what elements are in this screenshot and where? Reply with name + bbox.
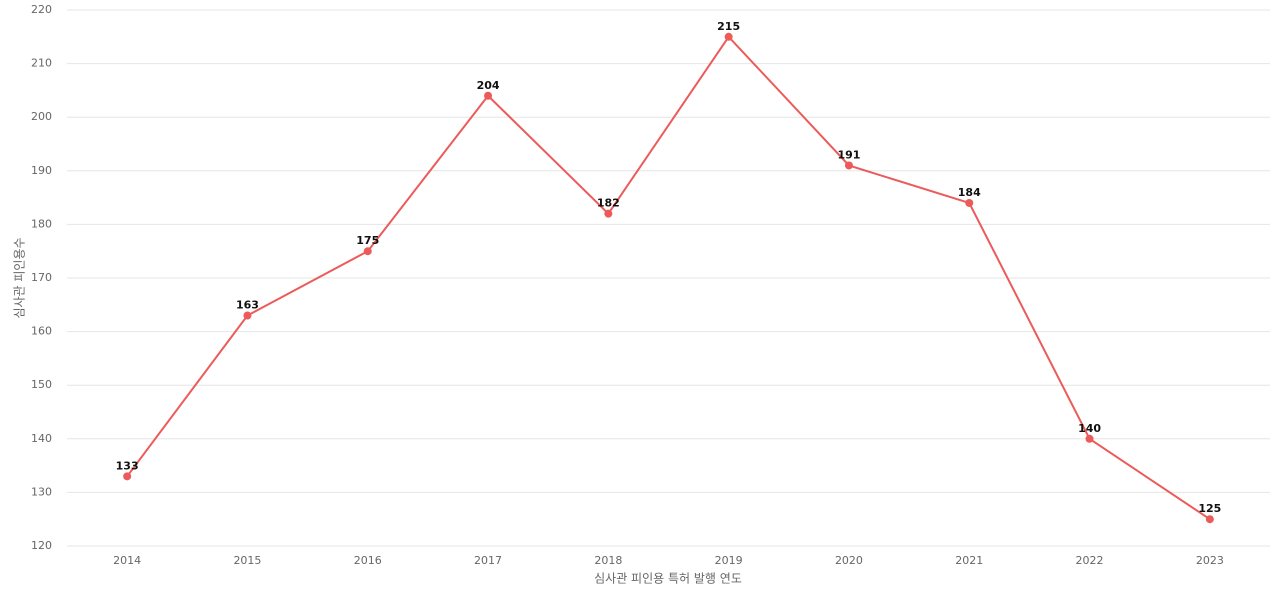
value-label: 175 [356,234,379,247]
y-tick-label: 200 [31,110,52,123]
value-label: 163 [236,299,259,312]
x-tick-label: 2017 [474,554,502,567]
y-tick-label: 150 [31,378,52,391]
x-tick-label: 2014 [113,554,141,567]
point [484,91,493,100]
value-label: 140 [1078,422,1101,435]
x-tick-label: 2018 [594,554,622,567]
y-axis-title: 심사관 피인용수 [13,237,27,318]
y-tick-label: 180 [31,217,52,230]
x-tick-label: 2022 [1076,554,1104,567]
point [243,311,252,320]
x-tick-label: 2023 [1196,554,1224,567]
y-tick-label: 190 [31,164,52,177]
value-label: 182 [597,197,620,210]
x-tick-label: 2019 [715,554,743,567]
point [844,161,853,170]
x-tick-label: 2016 [354,554,382,567]
point [1085,434,1094,443]
point [604,209,613,218]
point [123,472,132,481]
value-label: 184 [958,186,981,199]
y-tick-label: 120 [31,539,52,552]
x-tick-label: 2015 [233,554,261,567]
y-tick-label: 160 [31,325,52,338]
point [965,198,974,207]
y-tick-label: 210 [31,57,52,70]
line [126,35,1211,521]
x-tick-label: 2021 [955,554,983,567]
point [1205,515,1214,524]
value-label: 133 [116,459,139,472]
x-tick-label: 2020 [835,554,863,567]
value-label: 215 [717,20,740,33]
point [724,32,733,41]
value-label: 125 [1198,502,1221,515]
y-tick-label: 130 [31,485,52,498]
value-label: 191 [837,148,860,161]
y-tick-label: 220 [31,3,52,16]
y-tick-label: 170 [31,271,52,284]
value-label: 204 [477,79,500,92]
x-axis-title: 심사관 피인용 특허 발행 연도 [594,571,742,586]
y-tick-label: 140 [31,432,52,445]
point [363,247,372,256]
